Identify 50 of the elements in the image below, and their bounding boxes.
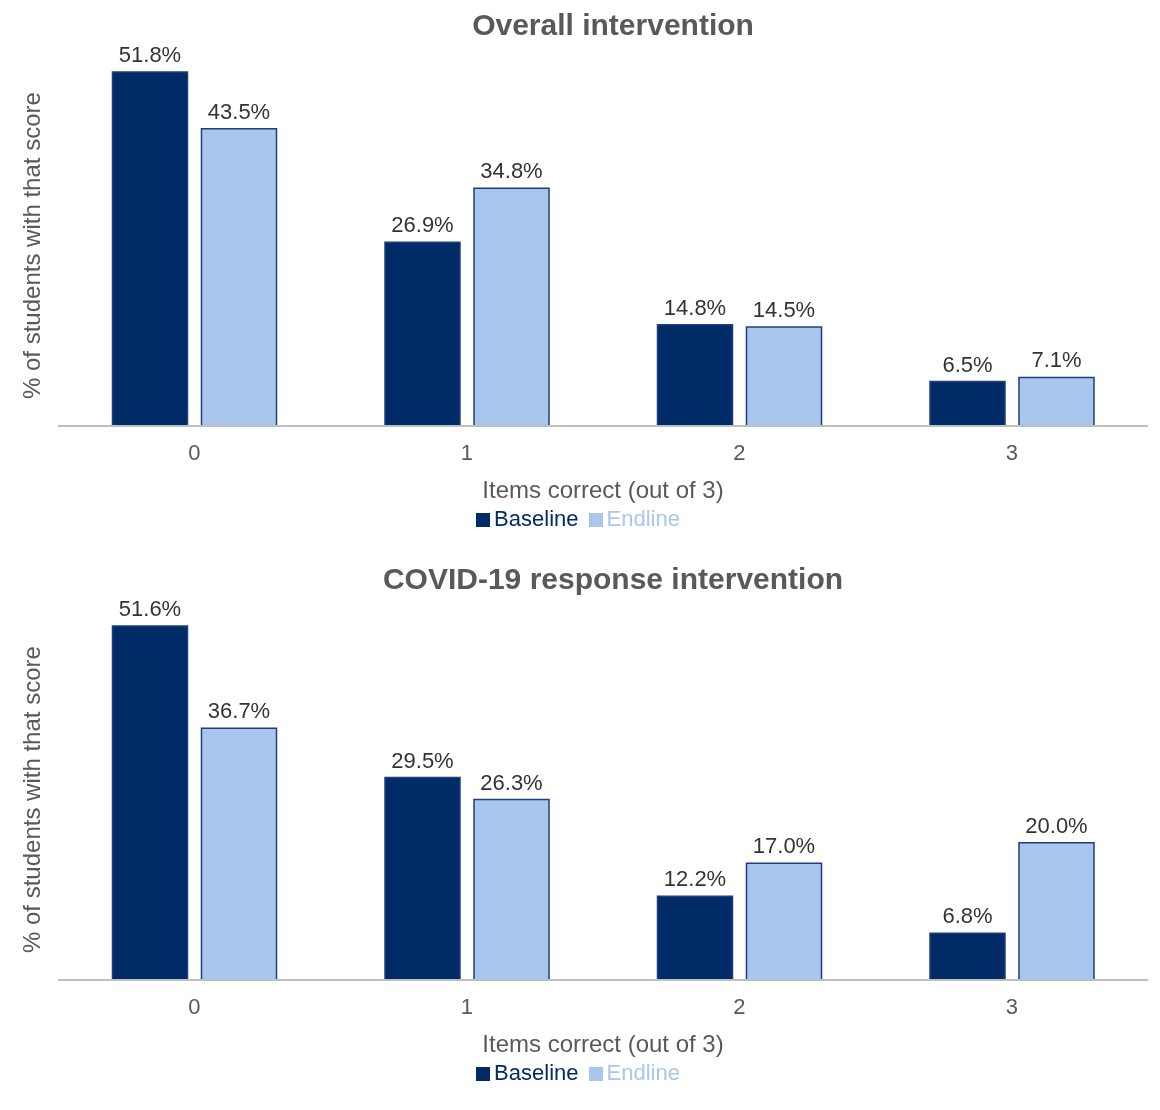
chart-title: Overall intervention — [471, 8, 755, 42]
x-tick-label: 0 — [188, 993, 201, 1019]
data-label: 51.8% — [118, 42, 182, 67]
data-label: 43.5% — [207, 98, 271, 124]
legend-label: Endline — [606, 506, 680, 531]
bar — [111, 71, 189, 427]
bar — [200, 727, 278, 981]
bar — [384, 776, 461, 981]
data-label: 17.0% — [752, 833, 816, 859]
data-label: 12.2% — [663, 866, 727, 892]
legend-label: Endline — [606, 1060, 680, 1085]
y-axis-title: % of students with that score — [17, 646, 45, 953]
data-label: 26.3% — [480, 769, 543, 795]
x-tick-label: 2 — [733, 439, 746, 465]
chart-title: COVID-19 response intervention — [381, 562, 845, 596]
x-tick-label: 1 — [460, 993, 473, 1019]
data-label: 14.5% — [752, 296, 816, 322]
bar — [656, 324, 734, 427]
bar — [745, 326, 823, 427]
data-label: 6.8% — [942, 903, 993, 929]
bar — [745, 862, 823, 981]
data-label: 20.0% — [1025, 812, 1088, 838]
data-label: 7.1% — [1031, 347, 1082, 373]
x-tick-label: 3 — [1005, 993, 1018, 1019]
bar — [656, 895, 734, 981]
x-axis-title: Items correct (out of 3) — [482, 476, 724, 503]
x-tick-label: 0 — [188, 439, 201, 465]
data-label: 51.6% — [118, 596, 182, 621]
data-label: 26.9% — [391, 212, 454, 238]
legend-label: Baseline — [494, 506, 579, 531]
bar — [929, 932, 1006, 981]
x-tick-label: 2 — [733, 993, 746, 1019]
x-tick-label: 1 — [460, 439, 473, 465]
data-label: 36.7% — [207, 698, 271, 724]
bar — [929, 380, 1006, 427]
y-axis-title: % of students with that score — [17, 92, 45, 399]
legend-label: Baseline — [494, 1060, 579, 1085]
bar — [384, 241, 461, 427]
data-label: 14.8% — [663, 294, 727, 320]
bar — [111, 625, 189, 981]
bar — [473, 187, 550, 427]
data-label: 6.5% — [942, 351, 993, 377]
bar — [1018, 376, 1095, 427]
bar — [200, 127, 278, 427]
data-label: 29.5% — [391, 747, 454, 773]
x-tick-label: 3 — [1005, 439, 1018, 465]
x-axis-title: Items correct (out of 3) — [482, 1030, 724, 1057]
data-label: 34.8% — [480, 158, 543, 184]
bar — [1018, 842, 1095, 981]
bar — [473, 798, 550, 981]
